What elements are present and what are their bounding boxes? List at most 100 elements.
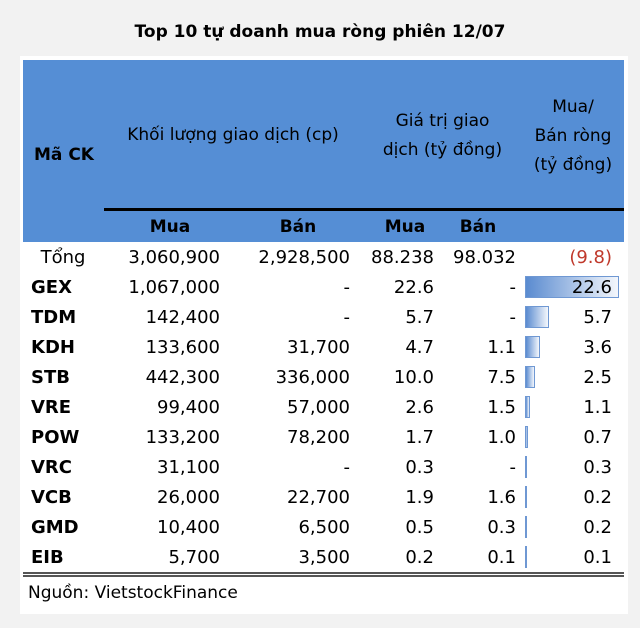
table-row: EIB 5,700 3,500 0.2 0.1 0.1: [23, 543, 624, 573]
cell-vol-sell: 336,000: [275, 367, 350, 388]
cell-val-sell: 98.032: [453, 247, 516, 268]
cell-net: 2.5: [583, 367, 612, 388]
cell-val-sell: -: [509, 457, 517, 478]
header-value-1: Giá trị giao: [395, 111, 490, 131]
cell-val-buy: 0.2: [405, 547, 434, 568]
cell-net: 1.1: [583, 397, 612, 418]
cell-symbol: Tổng: [40, 247, 86, 268]
cell-vol-sell: 2,928,500: [258, 247, 350, 268]
cell-val-sell: 1.1: [487, 337, 516, 358]
cell-val-sell: -: [509, 277, 517, 298]
cell-vol-sell: -: [343, 307, 351, 328]
cell-vol-buy: 442,300: [145, 367, 220, 388]
cell-symbol: KDH: [31, 337, 75, 358]
source-note: Nguồn: VietstockFinance: [28, 583, 238, 603]
total-row: Tổng 3,060,900 2,928,500 88.238 98.032 (…: [23, 243, 624, 273]
net-data-bar: [525, 366, 536, 388]
cell-symbol: EIB: [31, 547, 64, 568]
table-row: GMD 10,400 6,500 0.5 0.3 0.2: [23, 513, 624, 543]
cell-vol-sell: 6,500: [298, 517, 350, 538]
cell-net: 0.1: [583, 547, 612, 568]
cell-vol-buy: 31,100: [157, 457, 220, 478]
cell-vol-sell: 57,000: [287, 397, 350, 418]
table-row: TDM 142,400 - 5.7 - 5.7: [23, 303, 624, 333]
header-divider: [104, 208, 624, 211]
cell-val-sell: 0.1: [487, 547, 516, 568]
bottom-double-line: [23, 572, 624, 577]
cell-net: 3.6: [583, 337, 612, 358]
net-data-bar: [525, 276, 619, 298]
table-row: VCB 26,000 22,700 1.9 1.6 0.2: [23, 483, 624, 513]
cell-vol-buy: 1,067,000: [128, 277, 220, 298]
cell-val-sell: 1.5: [487, 397, 516, 418]
header-val-buy: Mua: [384, 217, 426, 237]
table-row: STB 442,300 336,000 10.0 7.5 2.5: [23, 363, 624, 393]
cell-val-sell: -: [509, 307, 517, 328]
cell-val-sell: 1.0: [487, 427, 516, 448]
table-row: POW 133,200 78,200 1.7 1.0 0.7: [23, 423, 624, 453]
net-data-bar: [525, 306, 549, 328]
cell-vol-buy: 10,400: [157, 517, 220, 538]
net-data-bar: [525, 516, 527, 538]
net-data-bar: [525, 426, 528, 448]
cell-symbol: TDM: [31, 307, 77, 328]
cell-val-sell: 1.6: [487, 487, 516, 508]
cell-vol-sell: 78,200: [287, 427, 350, 448]
cell-symbol: STB: [31, 367, 70, 388]
cell-vol-sell: 31,700: [287, 337, 350, 358]
cell-vol-sell: 3,500: [298, 547, 350, 568]
cell-net: 5.7: [583, 307, 612, 328]
header-net-2: Bán ròng: [534, 126, 612, 146]
cell-symbol: VCB: [31, 487, 72, 508]
cell-symbol: VRE: [31, 397, 72, 418]
cell-vol-buy: 99,400: [157, 397, 220, 418]
net-data-bar: [525, 336, 540, 358]
cell-val-buy: 0.3: [405, 457, 434, 478]
cell-vol-buy: 133,200: [145, 427, 220, 448]
cell-vol-sell: 22,700: [287, 487, 350, 508]
cell-vol-buy: 26,000: [157, 487, 220, 508]
cell-net: 0.7: [583, 427, 612, 448]
table-row: VRE 99,400 57,000 2.6 1.5 1.1: [23, 393, 624, 423]
table-row: GEX 1,067,000 - 22.6 - 22.6: [23, 273, 624, 303]
cell-vol-sell: -: [343, 277, 351, 298]
cell-val-buy: 1.7: [405, 427, 434, 448]
cell-val-sell: 7.5: [487, 367, 516, 388]
cell-symbol: GEX: [31, 277, 72, 298]
cell-net: 0.3: [583, 457, 612, 478]
header-value-2: dịch (tỷ đồng): [382, 140, 503, 160]
header-vol-sell: Bán: [279, 217, 317, 237]
cell-net: 0.2: [583, 517, 612, 538]
header-vol-buy: Mua: [149, 217, 191, 237]
header-symbol: Mã CK: [34, 145, 94, 165]
header-val-sell: Bán: [459, 217, 497, 237]
cell-val-sell: 0.3: [487, 517, 516, 538]
cell-vol-buy: 133,600: [145, 337, 220, 358]
table-row: VRC 31,100 - 0.3 - 0.3: [23, 453, 624, 483]
table-title: Top 10 tự doanh mua ròng phiên 12/07: [134, 22, 506, 42]
cell-val-buy: 2.6: [405, 397, 434, 418]
cell-val-buy: 5.7: [405, 307, 434, 328]
cell-val-buy: 22.6: [393, 277, 434, 298]
header-volume: Khối lượng giao dịch (cp): [127, 125, 339, 145]
net-data-bar: [525, 456, 527, 478]
net-data-bar: [525, 546, 527, 568]
cell-symbol: POW: [31, 427, 80, 448]
table-header: [23, 60, 624, 242]
cell-net: 0.2: [583, 487, 612, 508]
cell-val-buy: 4.7: [405, 337, 434, 358]
cell-val-buy: 1.9: [405, 487, 434, 508]
cell-symbol: GMD: [31, 517, 79, 538]
cell-vol-buy: 3,060,900: [128, 247, 220, 268]
header-net-1: Mua/: [552, 97, 594, 117]
table-row: KDH 133,600 31,700 4.7 1.1 3.6: [23, 333, 624, 363]
header-net-3: (tỷ đồng): [533, 155, 613, 175]
cell-symbol: VRC: [31, 457, 73, 478]
cell-vol-buy: 5,700: [168, 547, 220, 568]
net-data-bar: [525, 486, 527, 508]
cell-net: (9.8): [569, 247, 612, 268]
cell-net: 22.6: [571, 277, 612, 298]
cell-val-buy: 0.5: [405, 517, 434, 538]
net-data-bar: [525, 396, 530, 418]
cell-val-buy: 10.0: [393, 367, 434, 388]
